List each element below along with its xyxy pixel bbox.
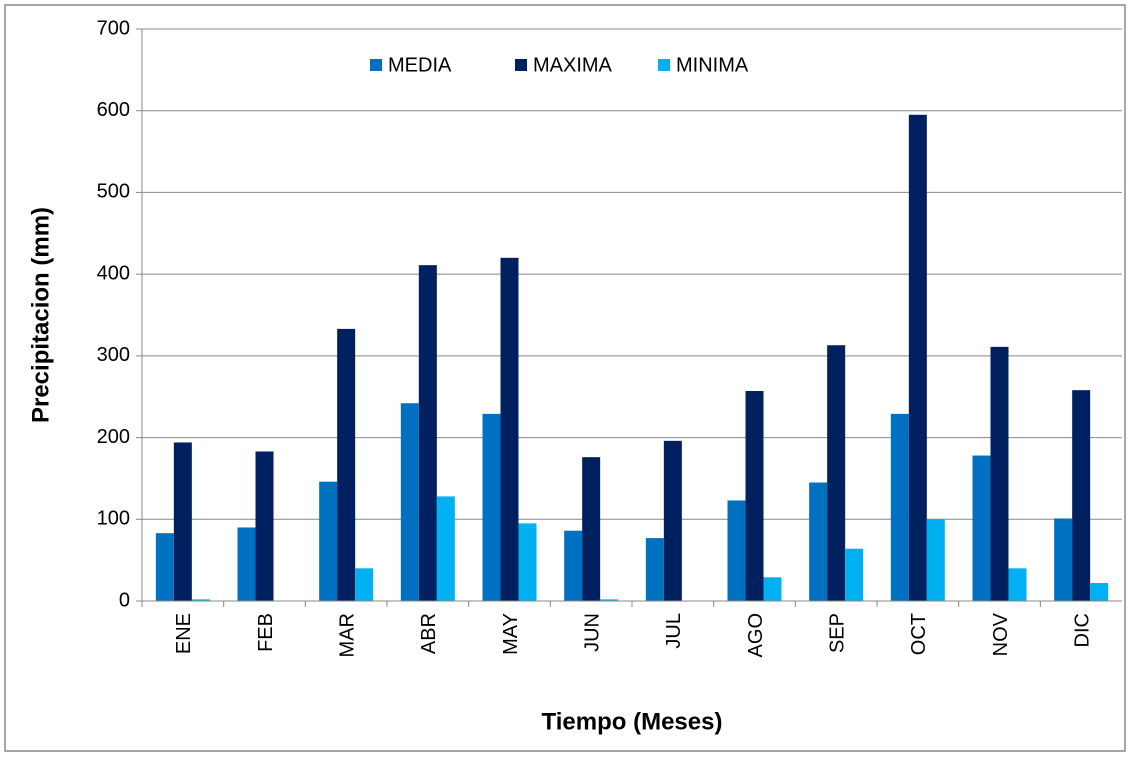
legend-swatch bbox=[370, 59, 382, 71]
bar bbox=[436, 496, 455, 601]
legend-swatch bbox=[658, 59, 670, 71]
x-tick-label: MAY bbox=[500, 613, 522, 655]
bar bbox=[337, 328, 356, 601]
bar bbox=[763, 577, 782, 601]
x-tick-label: SEP bbox=[826, 613, 848, 653]
y-tick-label: 600 bbox=[97, 99, 130, 121]
x-tick-label: NOV bbox=[990, 612, 1012, 656]
bar bbox=[890, 413, 909, 601]
x-tick-label: JUN bbox=[581, 613, 603, 652]
bar bbox=[990, 346, 1009, 601]
bar bbox=[908, 114, 927, 602]
bar bbox=[1090, 583, 1109, 601]
y-tick-label: 300 bbox=[97, 344, 130, 366]
bar bbox=[319, 481, 338, 601]
x-tick-label: JUL bbox=[663, 613, 685, 649]
bar bbox=[155, 533, 174, 601]
bar bbox=[827, 345, 846, 601]
x-tick-label: AGO bbox=[745, 613, 767, 657]
legend-label: MAXIMA bbox=[533, 54, 613, 76]
bar bbox=[845, 548, 864, 601]
bar bbox=[727, 500, 746, 601]
bar bbox=[564, 530, 583, 601]
x-tick-label: FEB bbox=[255, 613, 277, 652]
x-tick-label: ABR bbox=[418, 613, 440, 654]
bar bbox=[482, 413, 501, 601]
bar bbox=[500, 257, 519, 601]
legend-swatch bbox=[515, 59, 527, 71]
bar bbox=[1072, 390, 1091, 601]
bar bbox=[173, 442, 192, 601]
bar bbox=[400, 403, 419, 601]
legend-label: MINIMA bbox=[676, 54, 749, 76]
bar bbox=[972, 455, 991, 601]
x-tick-label: DIC bbox=[1071, 613, 1093, 647]
x-tick-label: OCT bbox=[908, 613, 930, 655]
bar bbox=[926, 519, 945, 601]
bar bbox=[1054, 518, 1073, 601]
x-axis-title: Tiempo (Meses) bbox=[542, 708, 723, 735]
bar bbox=[645, 538, 664, 601]
y-axis-title: Precipitacion (mm) bbox=[27, 207, 54, 423]
bar bbox=[237, 527, 256, 601]
bar bbox=[600, 599, 619, 601]
bar bbox=[582, 457, 601, 601]
bar bbox=[418, 265, 437, 601]
bar bbox=[809, 482, 828, 601]
x-tick-label: ENE bbox=[173, 613, 195, 654]
bar bbox=[1008, 568, 1027, 601]
bar bbox=[255, 451, 274, 601]
bar bbox=[663, 440, 682, 601]
legend-label: MEDIA bbox=[388, 54, 452, 76]
bar bbox=[191, 599, 210, 601]
y-tick-label: 100 bbox=[97, 508, 130, 530]
bar bbox=[355, 568, 374, 601]
y-tick-label: 500 bbox=[97, 181, 130, 203]
chart-frame bbox=[4, 4, 1126, 752]
x-tick-label: MAR bbox=[336, 613, 358, 657]
y-tick-label: 200 bbox=[97, 426, 130, 448]
y-tick-label: 400 bbox=[97, 262, 130, 284]
y-tick-label: 700 bbox=[97, 17, 130, 39]
bar bbox=[518, 523, 537, 601]
bar bbox=[745, 390, 764, 601]
y-tick-label: 0 bbox=[119, 589, 130, 611]
